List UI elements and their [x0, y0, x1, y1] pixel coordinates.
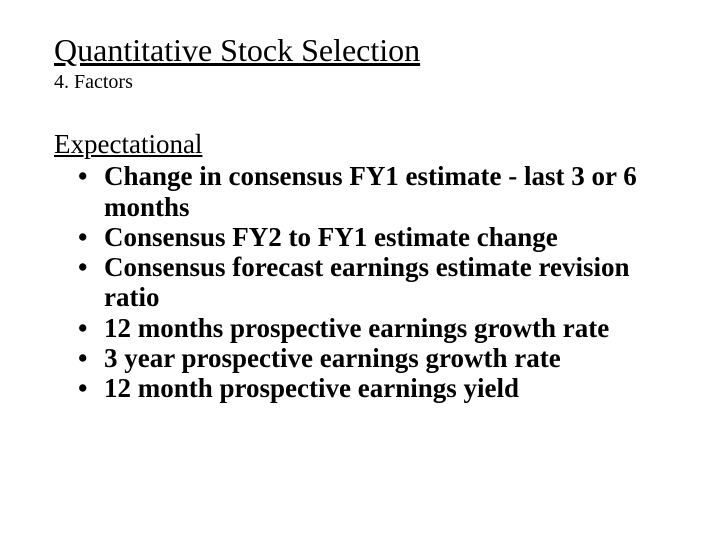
bullet-icon: •: [78, 343, 104, 373]
bullet-icon: •: [78, 313, 104, 343]
bullet-list: •Change in consensus FY1 estimate - last…: [54, 161, 666, 403]
bullet-icon: •: [78, 222, 104, 252]
slide-title: Quantitative Stock Selection: [54, 32, 666, 69]
bullet-text: Change in consensus FY1 estimate - last …: [104, 161, 637, 221]
bullet-text: 3 year prospective earnings growth rate: [104, 343, 561, 373]
list-item: •Consensus forecast earnings estimate re…: [54, 252, 666, 312]
list-item: •3 year prospective earnings growth rate: [54, 343, 666, 373]
bullet-text: Consensus forecast earnings estimate rev…: [104, 252, 629, 312]
bullet-icon: •: [78, 161, 104, 191]
bullet-text: Consensus FY2 to FY1 estimate change: [104, 222, 558, 252]
section-heading: Expectational: [54, 130, 666, 160]
bullet-icon: •: [78, 373, 104, 403]
list-item: •12 month prospective earnings yield: [54, 373, 666, 403]
slide: Quantitative Stock Selection 4. Factors …: [0, 0, 720, 540]
bullet-text: 12 months prospective earnings growth ra…: [104, 313, 609, 343]
list-item: •12 months prospective earnings growth r…: [54, 313, 666, 343]
bullet-text: 12 month prospective earnings yield: [104, 373, 519, 403]
list-item: •Change in consensus FY1 estimate - last…: [54, 161, 666, 221]
bullet-icon: •: [78, 252, 104, 282]
list-item: •Consensus FY2 to FY1 estimate change: [54, 222, 666, 252]
slide-subtitle: 4. Factors: [54, 71, 666, 94]
